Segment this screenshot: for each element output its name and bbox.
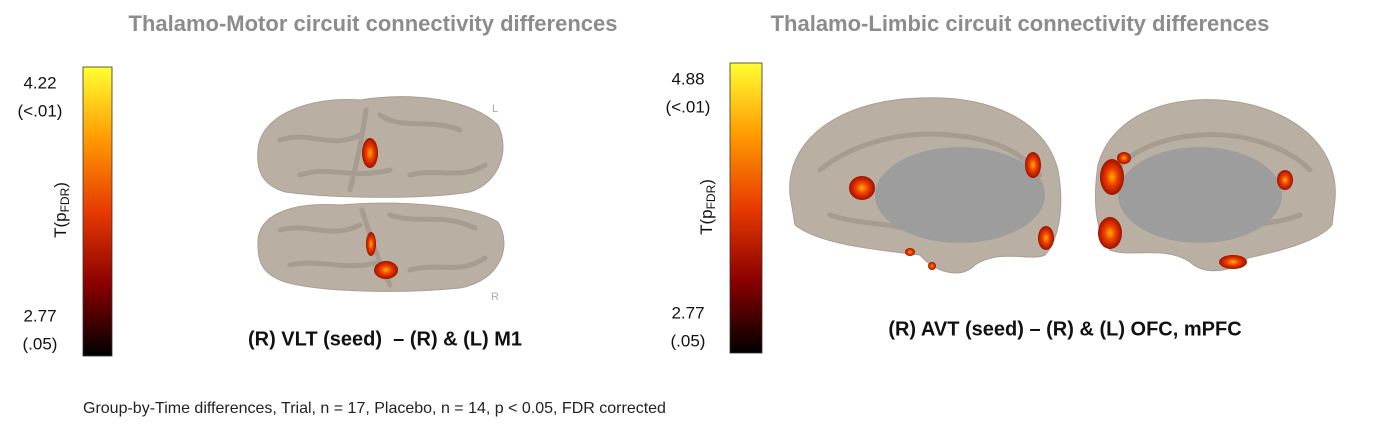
axis-label-main: T(p: [697, 209, 716, 235]
panel-title: Thalamo-Motor circuit connectivity diffe…: [129, 11, 618, 36]
colorbar-axis-label: T(pFDR): [51, 182, 72, 238]
colorbar: [729, 62, 763, 354]
panel-caption: (R) VLT (seed) – (R) & (L) M1: [248, 328, 522, 350]
colorbar-max: 4.22: [23, 73, 56, 92]
colorbar-min-p: (.05): [23, 334, 58, 353]
colorbar-max: 4.88: [671, 69, 704, 88]
footnote: Group-by-Time differences, Trial, n = 17…: [83, 400, 666, 417]
colorbar-max-p: (<.01): [666, 97, 711, 116]
panel-title: Thalamo-Limbic circuit connectivity diff…: [771, 11, 1270, 36]
colorbar-min: 2.77: [671, 303, 704, 322]
colorbar-axis-label: T(pFDR): [697, 179, 718, 235]
panel-caption: (R) AVT (seed) – (R) & (L) OFC, mPFC: [888, 318, 1241, 340]
axis-label-sub: FDR: [704, 184, 718, 209]
brain-top-view: L R: [257, 96, 505, 303]
orientation-label: R: [491, 291, 499, 303]
brain-medial-views: [789, 97, 1336, 274]
axis-label-sub: FDR: [58, 187, 72, 212]
axis-label-end: ): [697, 179, 716, 185]
colorbar-min-p: (.05): [671, 331, 706, 350]
colorbar-max-p: (<.01): [18, 101, 63, 120]
axis-label-end: ): [51, 182, 70, 188]
orientation-label: L: [492, 103, 498, 115]
colorbar: [82, 66, 113, 357]
axis-label-main: T(p: [51, 212, 70, 238]
colorbar-min: 2.77: [23, 306, 56, 325]
